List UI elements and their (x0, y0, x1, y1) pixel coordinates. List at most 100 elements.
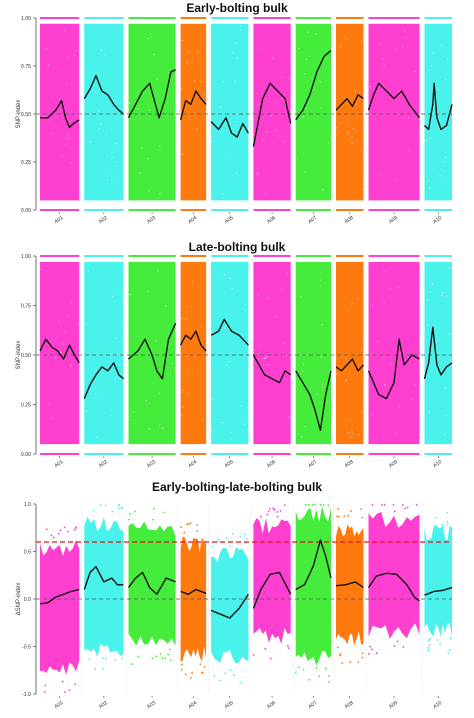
snp-point-cloud (211, 547, 249, 664)
snp-point (180, 663, 183, 666)
snp-point (222, 80, 224, 83)
y-tick-label: 0.0 (24, 597, 31, 603)
snp-point (174, 368, 176, 371)
snp-point (73, 54, 75, 56)
snp-point (231, 287, 233, 290)
snp-point (439, 643, 442, 646)
snp-point (199, 663, 202, 666)
snp-top-strip (40, 17, 80, 19)
snp-top-strip (295, 255, 332, 257)
snp-point (426, 324, 429, 326)
snp-point (406, 506, 409, 509)
snp-point (46, 48, 48, 50)
index-line-A04 (180, 588, 207, 595)
y-tick-label: 0.00 (21, 452, 31, 458)
snp-point (305, 58, 308, 61)
snp-point (275, 129, 277, 131)
index-line-A06 (252, 354, 292, 384)
snp-point (405, 36, 407, 39)
snp-point (339, 654, 341, 657)
index-line-A08 (335, 358, 365, 372)
snp-point (114, 376, 117, 379)
snp-point (439, 174, 441, 177)
snp-point (188, 523, 190, 525)
snp-point (427, 299, 430, 301)
snp-point (185, 355, 187, 357)
snp-point (448, 333, 450, 335)
x-tick-label: A08 (344, 700, 355, 710)
snp-point (347, 432, 349, 434)
chromosome-A01 (40, 526, 80, 693)
snp-point (89, 141, 92, 143)
snp-point (200, 326, 203, 328)
index-line-A10 (424, 586, 453, 596)
index-line-A01 (40, 99, 80, 129)
snp-point (396, 640, 399, 643)
snp-point (225, 122, 228, 125)
snp-point (322, 188, 324, 191)
snp-point (212, 398, 215, 401)
snp-point (180, 668, 183, 671)
snp-point (115, 143, 118, 145)
snp-point (407, 116, 410, 119)
snp-point-band (211, 261, 249, 445)
snp-point (351, 430, 353, 432)
snp-point (351, 142, 353, 144)
x-tick-label: A03 (146, 700, 157, 710)
snp-point (203, 93, 205, 95)
snp-point (191, 61, 193, 63)
snp-point (104, 657, 107, 660)
snp-point-band (336, 261, 364, 445)
snp-point (282, 141, 284, 143)
x-tick-label: A06 (266, 700, 277, 710)
snp-point (270, 114, 272, 117)
index-line-A04 (179, 90, 207, 120)
snp-point (133, 510, 136, 513)
snp-point (244, 304, 247, 306)
snp-point (308, 678, 311, 681)
snp-point (68, 133, 70, 135)
snp-point (304, 504, 307, 506)
snp-point (340, 45, 342, 48)
x-tick-label: A01 (54, 700, 65, 710)
snp-point (267, 297, 270, 300)
snp-point (182, 39, 184, 42)
snp-point (415, 504, 418, 506)
snp-point (446, 512, 449, 514)
chromosome-A08 (335, 507, 364, 664)
snp-point (68, 138, 70, 140)
snp-point (252, 654, 255, 656)
snp-bottom-strip (253, 209, 291, 211)
snp-point (430, 64, 433, 67)
snp-bottom-strip (40, 453, 80, 455)
snp-point (302, 152, 305, 155)
snp-point (319, 279, 322, 281)
snp-point (347, 311, 350, 313)
snp-bottom-strip (84, 453, 124, 455)
snp-point (446, 523, 449, 526)
snp-point (260, 515, 262, 518)
snp-point-band (128, 23, 176, 201)
snp-point (182, 153, 184, 156)
chromosome-A07 (294, 504, 331, 683)
snp-point (428, 644, 431, 647)
snp-point (236, 57, 239, 59)
x-tick-label: A07 (307, 700, 318, 710)
snp-point (288, 78, 291, 80)
index-line-A03 (128, 323, 177, 380)
snp-point (318, 675, 321, 678)
snp-point (305, 107, 307, 109)
x-tick-label: A10 (432, 215, 443, 225)
x-tick-label: A02 (98, 700, 109, 710)
snp-point (404, 507, 407, 510)
snp-point (326, 400, 329, 403)
snp-point (115, 337, 117, 340)
snp-point (104, 504, 107, 507)
snp-point (347, 514, 349, 517)
snp-bottom-strip (211, 453, 249, 455)
snp-point (398, 405, 400, 408)
snp-point (321, 383, 324, 385)
chromosome-A09 (368, 17, 420, 211)
snp-point-band (424, 261, 452, 445)
snp-point (359, 149, 362, 151)
